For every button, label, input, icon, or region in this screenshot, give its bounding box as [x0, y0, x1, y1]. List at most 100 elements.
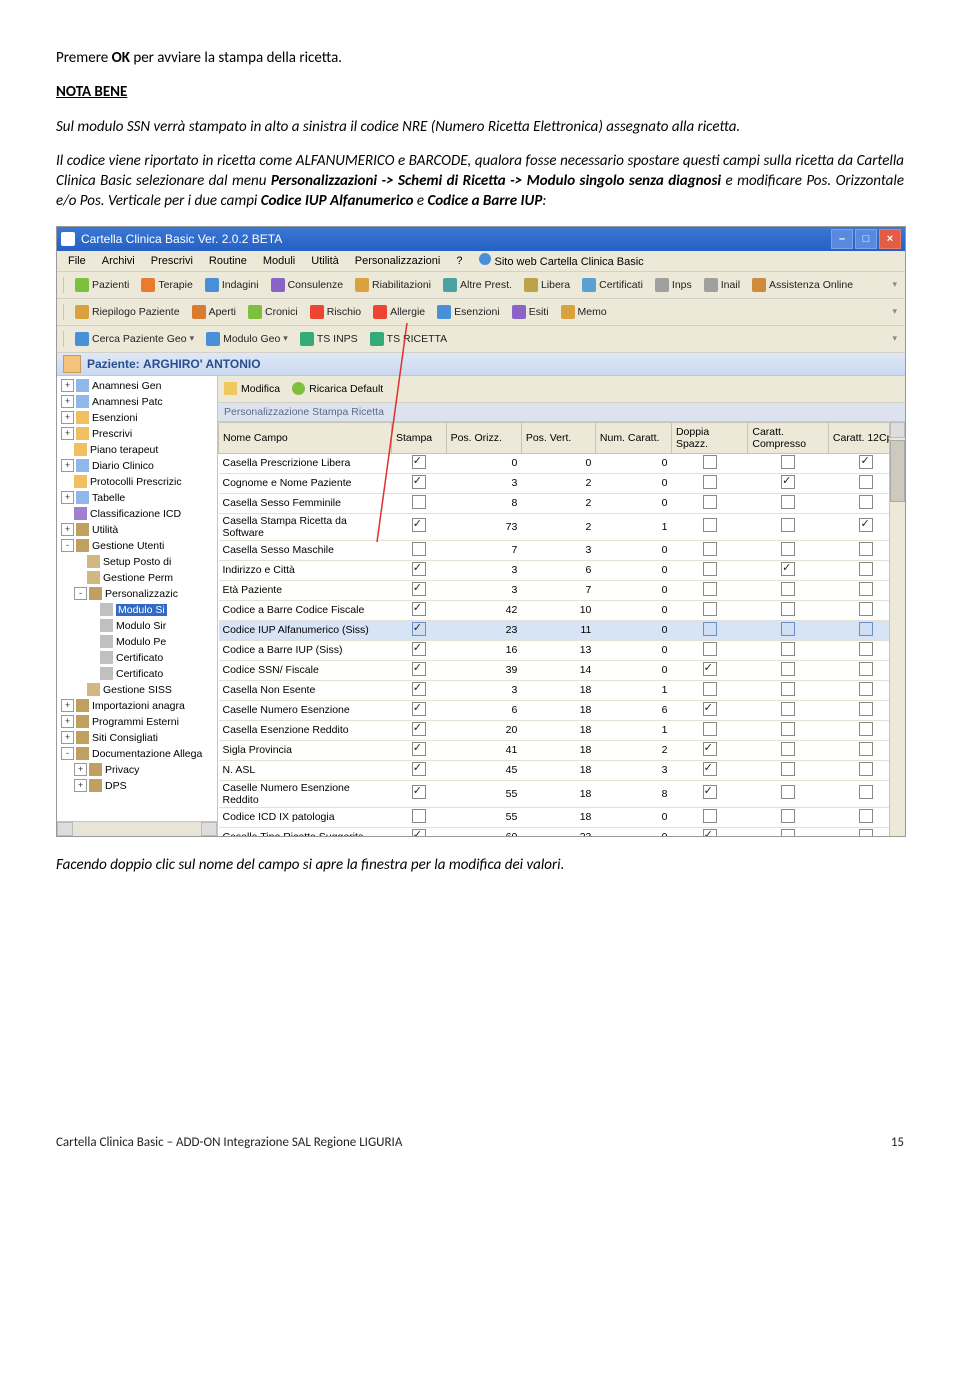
checkbox[interactable]: [703, 622, 717, 636]
tree-row[interactable]: +Programmi Esterni: [61, 714, 217, 730]
scroll-up-icon[interactable]: [890, 422, 905, 438]
grid-header[interactable]: Pos. Vert.: [521, 422, 595, 453]
toolbar-button[interactable]: Pazienti: [72, 277, 132, 293]
tree-expander-icon[interactable]: +: [61, 523, 74, 536]
checkbox[interactable]: [781, 742, 795, 756]
checkbox[interactable]: [859, 622, 873, 636]
tree-row[interactable]: Setup Posto di: [61, 554, 217, 570]
checkbox[interactable]: [703, 829, 717, 836]
scroll-right-icon[interactable]: [201, 822, 217, 836]
checkbox[interactable]: [781, 642, 795, 656]
toolbar-overflow-icon[interactable]: ▾: [892, 333, 901, 344]
tree-expander-icon[interactable]: -: [61, 539, 74, 552]
checkbox[interactable]: [412, 495, 426, 509]
tree-expander-icon[interactable]: +: [74, 779, 87, 792]
checkbox[interactable]: [412, 602, 426, 616]
toolbar-button[interactable]: Indagini: [202, 277, 262, 293]
toolbar-button[interactable]: Riepilogo Paziente: [72, 304, 183, 320]
tree-expander-icon[interactable]: +: [61, 491, 74, 504]
tree-row[interactable]: Protocolli Prescrizic: [61, 474, 217, 490]
menu-item[interactable]: Utilità: [304, 253, 346, 269]
grid-row[interactable]: Cognome e Nome Paziente320: [219, 473, 905, 493]
tree-row[interactable]: +Utilità: [61, 522, 217, 538]
grid-header[interactable]: Pos. Orizz.: [446, 422, 521, 453]
checkbox[interactable]: [859, 702, 873, 716]
toolbar-button[interactable]: Terapie: [138, 277, 195, 293]
toolbar-button[interactable]: Cronici: [245, 304, 301, 320]
toolbar-button[interactable]: Certificati: [579, 277, 646, 293]
checkbox[interactable]: [859, 582, 873, 596]
toolbar-button[interactable]: Consulenze: [268, 277, 346, 293]
tree-row[interactable]: Gestione Perm: [61, 570, 217, 586]
tree-row[interactable]: Modulo Pe: [61, 634, 217, 650]
checkbox[interactable]: [412, 742, 426, 756]
checkbox[interactable]: [412, 642, 426, 656]
grid-header[interactable]: Nome Campo: [219, 422, 392, 453]
tree-row[interactable]: -Documentazione Allega: [61, 746, 217, 762]
checkbox[interactable]: [859, 682, 873, 696]
checkbox[interactable]: [703, 642, 717, 656]
tree-row[interactable]: +Prescrivi: [61, 426, 217, 442]
grid-row[interactable]: Caselle Numero Esenzione Reddito55188: [219, 780, 905, 807]
checkbox[interactable]: [703, 582, 717, 596]
checkbox[interactable]: [412, 622, 426, 636]
scroll-thumb[interactable]: [890, 440, 905, 502]
checkbox[interactable]: [859, 562, 873, 576]
checkbox[interactable]: [859, 762, 873, 776]
tree-row[interactable]: +Anamnesi Gen: [61, 378, 217, 394]
checkbox[interactable]: [703, 662, 717, 676]
checkbox[interactable]: [859, 809, 873, 823]
checkbox[interactable]: [412, 518, 426, 532]
checkbox[interactable]: [859, 642, 873, 656]
tree-expander-icon[interactable]: +: [61, 379, 74, 392]
tree-row[interactable]: +Anamnesi Patc: [61, 394, 217, 410]
modifica-button[interactable]: Modifica: [224, 382, 280, 395]
checkbox[interactable]: [781, 495, 795, 509]
checkbox[interactable]: [781, 602, 795, 616]
close-button[interactable]: ×: [879, 229, 901, 249]
grid-row[interactable]: Casella Non Esente3181: [219, 680, 905, 700]
toolbar-button[interactable]: Memo: [558, 304, 610, 320]
grid-row[interactable]: Casella Sesso Femminile820: [219, 493, 905, 513]
grid-row[interactable]: Codice a Barre IUP (Siss)16130: [219, 640, 905, 660]
checkbox[interactable]: [781, 518, 795, 532]
checkbox[interactable]: [859, 542, 873, 556]
checkbox[interactable]: [412, 562, 426, 576]
nav-tree[interactable]: +Anamnesi Gen+Anamnesi Patc+Esenzioni+Pr…: [57, 376, 218, 836]
tree-expander-icon[interactable]: -: [61, 747, 74, 760]
checkbox[interactable]: [781, 542, 795, 556]
tree-expander-icon[interactable]: +: [61, 731, 74, 744]
toolbar-button[interactable]: TS RICETTA: [367, 331, 450, 347]
grid-row[interactable]: Casella Esenzione Reddito20181: [219, 720, 905, 740]
checkbox[interactable]: [412, 455, 426, 469]
checkbox[interactable]: [859, 455, 873, 469]
menu-item[interactable]: Personalizzazioni: [348, 253, 448, 269]
menu-item[interactable]: Archivi: [95, 253, 142, 269]
grid-row[interactable]: N. ASL45183: [219, 760, 905, 780]
toolbar-overflow-icon[interactable]: ▾: [892, 306, 901, 317]
toolbar-button[interactable]: Libera: [521, 277, 573, 293]
menu-item[interactable]: Prescrivi: [144, 253, 200, 269]
checkbox[interactable]: [781, 475, 795, 489]
toolbar-button[interactable]: Inps: [652, 277, 695, 293]
grid-header[interactable]: Doppia Spazz.: [671, 422, 747, 453]
checkbox[interactable]: [703, 762, 717, 776]
checkbox[interactable]: [781, 702, 795, 716]
checkbox[interactable]: [703, 722, 717, 736]
checkbox[interactable]: [412, 662, 426, 676]
grid-row[interactable]: Casella Tipo Ricetta Suggerita60230: [219, 827, 905, 836]
checkbox[interactable]: [703, 562, 717, 576]
checkbox[interactable]: [703, 455, 717, 469]
checkbox[interactable]: [703, 518, 717, 532]
checkbox[interactable]: [781, 785, 795, 799]
tree-row[interactable]: -Personalizzazic: [61, 586, 217, 602]
checkbox[interactable]: [781, 562, 795, 576]
tree-row[interactable]: +Siti Consigliati: [61, 730, 217, 746]
checkbox[interactable]: [412, 722, 426, 736]
toolbar-button[interactable]: Esiti: [509, 304, 552, 320]
tree-row[interactable]: Certificato: [61, 666, 217, 682]
menu-item[interactable]: Moduli: [256, 253, 302, 269]
checkbox[interactable]: [859, 475, 873, 489]
toolbar-button[interactable]: Inail: [701, 277, 743, 293]
checkbox[interactable]: [781, 829, 795, 836]
